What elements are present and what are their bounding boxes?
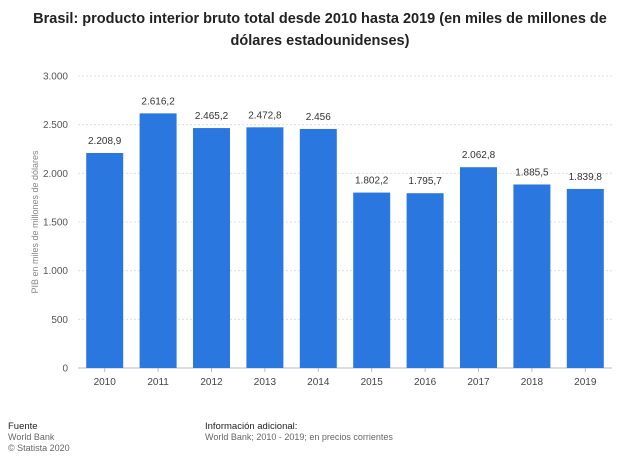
y-axis-ticks: 0 500 1.000 1.500 2.000 2.500 3.000 [43, 72, 68, 375]
y-axis-label: PIB en miles de millones de dólares [30, 150, 40, 294]
y-tick-label: 2.000 [43, 169, 68, 180]
value-label: 2.616,2 [141, 96, 175, 107]
bar-2018[interactable] [513, 184, 551, 368]
source-name[interactable]: World Bank [8, 432, 55, 442]
y-tick-label: 2.500 [43, 120, 68, 131]
bar-2019[interactable] [566, 188, 604, 368]
bar-2012[interactable] [193, 128, 230, 368]
y-tick-label: 1.500 [43, 218, 68, 229]
info-text: World Bank; 2010 - 2019; en precios corr… [205, 432, 393, 442]
y-tick-label: 500 [51, 315, 68, 326]
value-label: 2.456 [306, 112, 331, 123]
bar-chart: 0 500 1.000 1.500 2.000 2.500 3.000 2.208,9 2.6… [30, 72, 612, 388]
x-axis-ticks: 2010 2011 2012 2013 2014 2015 2016 2017 2018 2019 [94, 368, 597, 388]
y-tick-label: 3.000 [43, 72, 68, 83]
bar-2011[interactable] [139, 113, 177, 368]
chart-title-line-2: dólares estadounidenses) [230, 33, 410, 49]
source-heading: Fuente [8, 421, 38, 432]
value-label: 1.795,7 [408, 176, 442, 187]
bar-2015[interactable] [353, 192, 391, 368]
value-label: 1.802,2 [355, 176, 389, 187]
footer-source: Fuente World Bank © Statista 2020 [8, 421, 70, 454]
bar-2014[interactable] [299, 128, 337, 368]
copyright: © Statista 2020 [8, 443, 70, 453]
x-tick-label: 2012 [200, 377, 223, 388]
value-label: 2.062,8 [462, 150, 496, 161]
x-tick-label: 2016 [414, 377, 437, 388]
y-tick-label: 1.000 [43, 266, 68, 277]
x-tick-label: 2010 [94, 377, 117, 388]
x-tick-label: 2017 [467, 377, 490, 388]
x-tick-label: 2018 [521, 377, 544, 388]
bar-2016[interactable] [406, 193, 444, 368]
y-tick-label: 0 [62, 364, 68, 375]
x-tick-label: 2011 [147, 377, 169, 388]
chart-title: Brasil: producto interior bruto total de… [0, 8, 640, 52]
value-label: 2.472,8 [248, 110, 282, 121]
value-label: 2.208,9 [88, 136, 122, 147]
chart-title-line-1: Brasil: producto interior bruto total de… [33, 11, 607, 27]
x-tick-label: 2019 [574, 377, 597, 388]
bar-2010[interactable] [86, 153, 124, 368]
info-heading: Información adicional: [205, 421, 298, 432]
footer-info: Información adicional: World Bank; 2010 … [205, 421, 393, 443]
bars [86, 113, 604, 368]
x-tick-label: 2014 [307, 377, 330, 388]
value-label: 2.465,2 [195, 111, 229, 122]
value-label: 1.885,5 [515, 167, 549, 178]
x-tick-label: 2015 [361, 377, 384, 388]
value-label: 1.839,8 [569, 172, 603, 183]
value-labels: 2.208,9 2.616,2 2.465,2 2.472,8 2.456 1.802,2… [88, 96, 602, 187]
bar-2013[interactable] [246, 127, 284, 368]
x-tick-label: 2013 [254, 377, 277, 388]
bar-2017[interactable] [460, 167, 497, 368]
